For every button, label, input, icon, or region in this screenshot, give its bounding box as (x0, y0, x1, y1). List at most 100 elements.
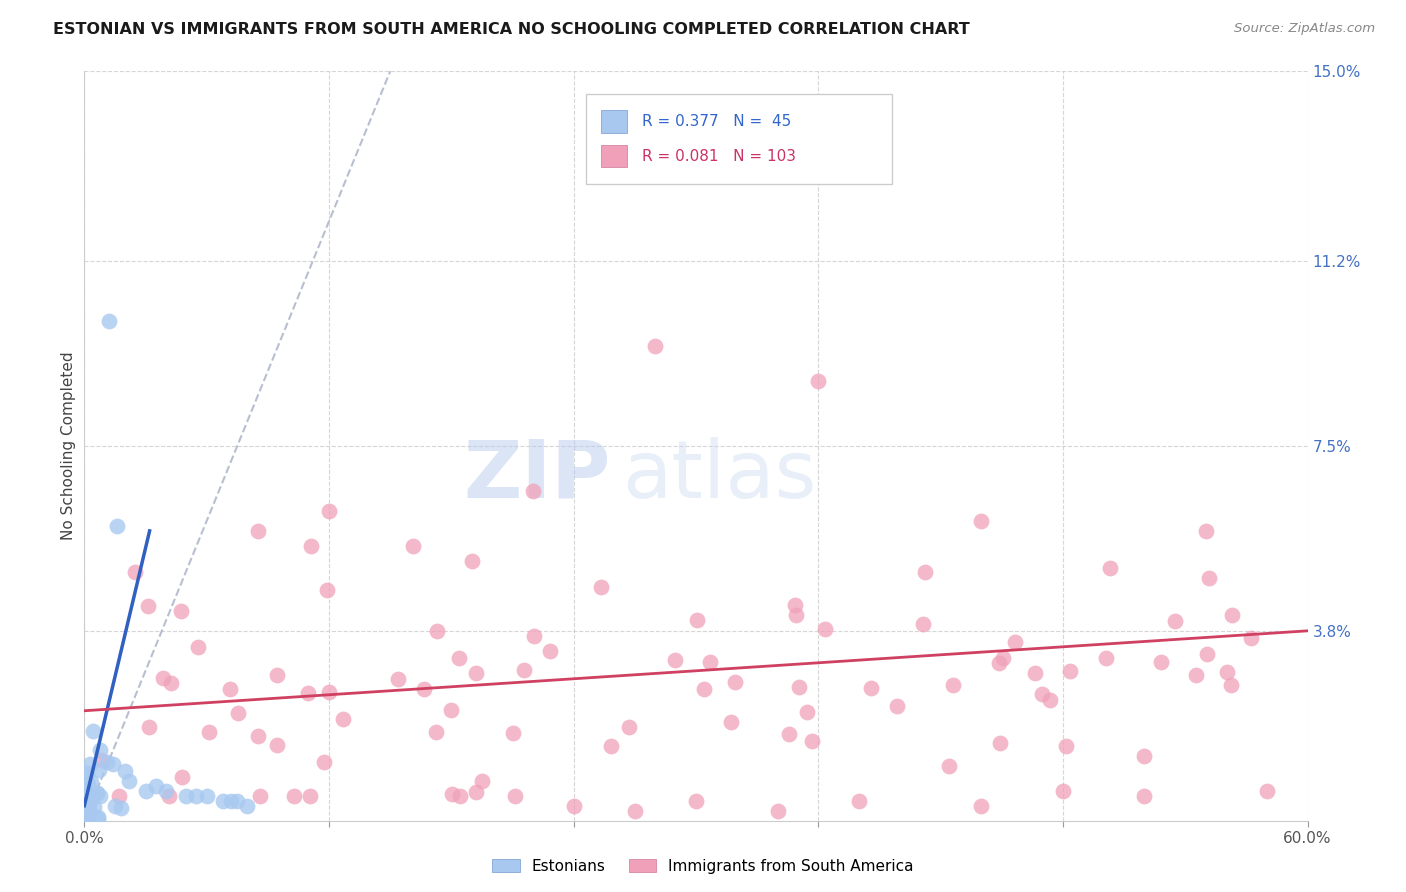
Point (522, 483, 544, 498)
Point (993, 650, 1015, 665)
Point (136, 599, 159, 613)
Point (942, 678, 965, 692)
Point (1098, 561, 1121, 575)
Point (157, 789, 180, 803)
Point (75, 797, 97, 811)
Point (105, 519, 128, 533)
Point (110, 801, 132, 815)
Point (152, 671, 174, 685)
Point (1198, 571, 1220, 585)
Text: ZIP: ZIP (463, 437, 610, 515)
Point (170, 770, 193, 784)
Point (800, 734, 823, 748)
Point (212, 794, 235, 808)
Point (83, 800, 105, 814)
Point (1195, 524, 1218, 538)
Point (266, 667, 288, 681)
Point (1024, 665, 1046, 680)
Point (599, 739, 621, 754)
Point (914, 565, 936, 579)
Point (155, 783, 177, 797)
Point (77, 777, 100, 791)
Point (73, 810, 96, 824)
Point (1185, 668, 1208, 682)
Point (75, 783, 97, 797)
Point (693, 682, 716, 697)
Point (219, 794, 242, 808)
Point (412, 681, 434, 696)
Point (226, 706, 249, 720)
Point (912, 617, 935, 632)
Point (624, 804, 647, 818)
Point (685, 794, 707, 808)
Point (440, 787, 463, 801)
Point (464, 666, 486, 681)
Legend: Estonians, Immigrants from South America: Estonians, Immigrants from South America (486, 853, 920, 880)
Point (118, 773, 141, 788)
Point (449, 651, 471, 665)
Point (1164, 614, 1187, 628)
Point (145, 779, 167, 793)
Point (425, 724, 447, 739)
Text: atlas: atlas (623, 437, 817, 515)
Point (589, 580, 612, 594)
Point (73, 800, 96, 814)
Point (787, 680, 810, 694)
Point (860, 681, 883, 695)
Point (246, 524, 269, 538)
Point (538, 644, 561, 658)
Point (562, 798, 585, 813)
Point (814, 622, 837, 636)
Point (426, 624, 449, 639)
Point (1149, 655, 1171, 669)
Point (97, 314, 120, 328)
Point (297, 686, 319, 700)
Point (1220, 678, 1243, 692)
Point (247, 729, 270, 743)
Point (75, 803, 97, 817)
Point (724, 675, 747, 690)
Point (187, 640, 209, 654)
Point (236, 798, 259, 813)
Point (1095, 650, 1118, 665)
Point (314, 756, 336, 770)
Point (77, 808, 100, 822)
Point (135, 783, 157, 797)
Point (778, 727, 800, 741)
Point (766, 804, 789, 818)
Point (449, 789, 471, 803)
Point (318, 504, 340, 518)
Point (96, 756, 118, 770)
Point (124, 566, 146, 580)
Point (75, 813, 97, 827)
Point (1054, 739, 1077, 753)
Point (89, 789, 111, 803)
Point (79, 794, 101, 808)
Point (170, 605, 193, 619)
Point (523, 629, 546, 643)
Point (1132, 749, 1154, 764)
Point (75, 811, 97, 825)
Point (987, 656, 1010, 670)
Point (86, 786, 108, 800)
Point (988, 736, 1011, 750)
Point (159, 675, 181, 690)
Text: R = 0.377   N =  45: R = 0.377 N = 45 (643, 114, 792, 129)
Point (1256, 783, 1278, 797)
Point (298, 789, 321, 803)
Point (664, 653, 686, 667)
Point (226, 794, 249, 808)
Point (77, 802, 100, 816)
Point (699, 656, 721, 670)
Y-axis label: No Schooling Completed: No Schooling Completed (60, 351, 76, 541)
Point (617, 720, 640, 734)
Text: R = 0.081   N = 103: R = 0.081 N = 103 (643, 149, 796, 163)
Point (1039, 693, 1062, 707)
Point (114, 764, 136, 778)
Point (785, 607, 807, 622)
Point (1215, 665, 1237, 679)
Point (1195, 648, 1218, 662)
FancyBboxPatch shape (586, 94, 891, 184)
Point (73, 770, 96, 784)
Point (401, 539, 423, 553)
